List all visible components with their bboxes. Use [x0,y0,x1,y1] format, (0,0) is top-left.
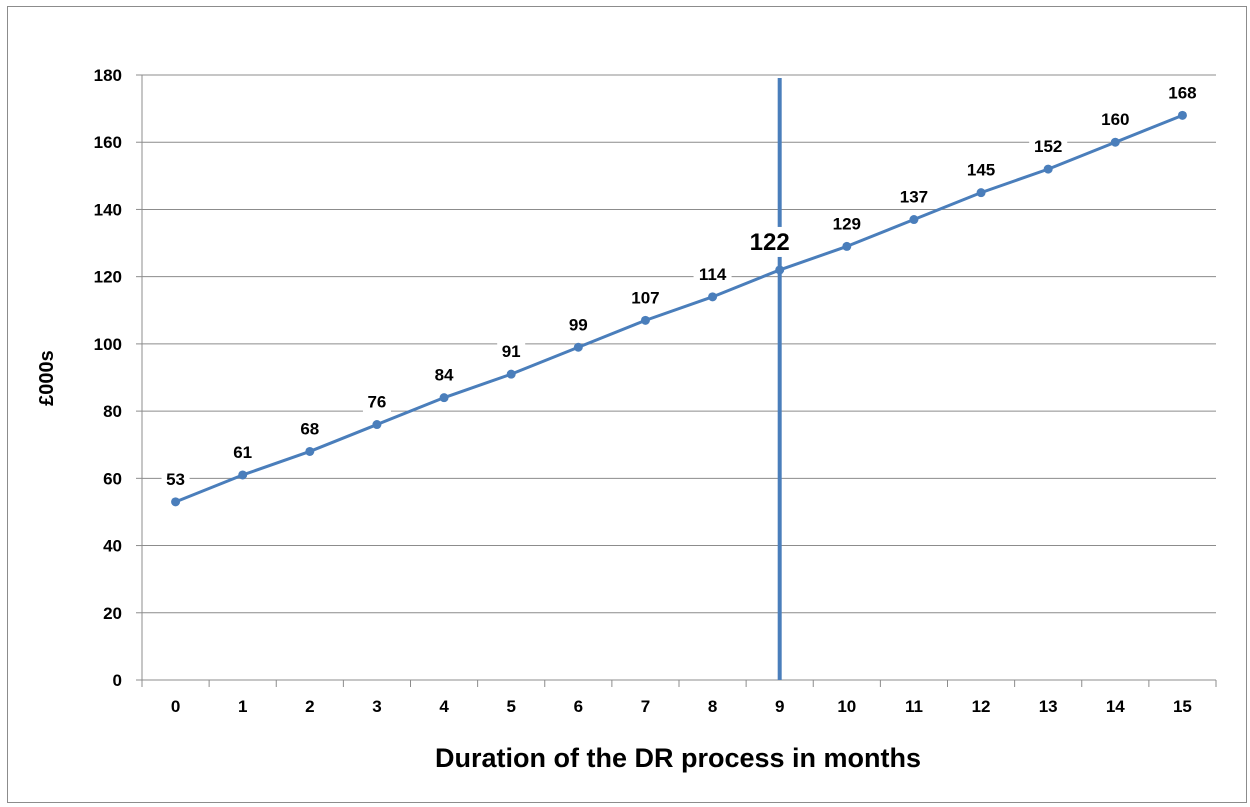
x-tick-label: 0 [171,697,180,716]
x-tick-label: 12 [972,697,991,716]
data-labels-group: 53 61 68 76 84 91 99 107 114 122 129 137 145 152 160 16… [161,81,1202,490]
data-label-background [295,417,324,440]
data-label: 91 [502,342,521,361]
data-label: 145 [967,161,995,180]
x-tick-label: 9 [775,697,784,716]
data-point [372,420,382,430]
data-point [171,497,181,507]
data-label-background [729,226,810,257]
data-point [238,470,248,480]
y-tick-label: 180 [94,66,122,85]
data-label-background [228,440,257,463]
data-label-background [626,286,665,309]
gridlines [142,74,1216,614]
data-point [439,393,449,403]
data-label-background [362,390,391,413]
data-label-background [962,158,1001,181]
data-point [305,446,315,456]
data-label: 107 [631,288,659,307]
x-tick-label: 6 [574,697,583,716]
data-point [573,342,583,352]
x-tick-label: 14 [1106,697,1125,716]
series-group [171,110,1187,507]
x-tick-label: 4 [439,697,449,716]
data-label: 76 [367,393,386,412]
data-point [1043,164,1053,174]
data-label-background [497,340,526,363]
data-point [842,241,852,251]
data-point [775,265,785,275]
data-point [976,188,986,198]
data-label: 99 [569,315,588,334]
data-label: 122 [750,229,790,256]
x-tick-label: 2 [305,697,314,716]
x-tick-label: 13 [1039,697,1058,716]
data-label-background [1096,108,1135,131]
y-tick-label: 160 [94,133,122,152]
data-label-background [1163,81,1202,104]
x-tick-label: 8 [708,697,717,716]
x-tick-label: 10 [837,697,856,716]
x-tick-label: 1 [238,697,247,716]
data-point [909,215,919,225]
data-label: 137 [900,188,928,207]
y-tick-label: 0 [113,671,122,690]
x-tick-label: 3 [372,697,381,716]
data-label: 168 [1168,83,1196,102]
data-label: 160 [1101,110,1129,129]
x-tick-label: 7 [641,697,650,716]
data-label-background [894,185,933,208]
y-tick-label: 60 [103,469,122,488]
y-tick-label: 100 [94,335,122,354]
data-label-background [827,212,866,235]
data-point [506,369,516,379]
data-label: 84 [435,366,454,385]
data-point [640,315,650,325]
x-tick-label: 15 [1173,697,1192,716]
data-label-background [693,262,732,285]
data-label-background [564,313,593,336]
y-axis-title: £000s [36,350,58,406]
y-tick-label: 20 [103,604,122,623]
x-tick-label: 11 [905,697,923,716]
y-tick-label: 80 [103,402,122,421]
data-label-background [430,363,459,386]
data-label: 114 [699,265,727,284]
data-label: 53 [166,470,185,489]
data-label-background [161,467,190,490]
x-tick-label: 5 [506,697,515,716]
data-label: 129 [833,214,861,233]
data-label: 68 [300,419,319,438]
series-line [175,113,1183,504]
data-point [1110,137,1120,147]
data-point [1177,110,1187,120]
data-label: 61 [233,443,252,462]
data-point [708,292,718,302]
data-label: 152 [1034,137,1062,156]
y-tick-label: 40 [103,537,122,556]
x-axis-title: Duration of the DR process in months [435,743,921,773]
y-tick-label: 140 [94,200,122,219]
y-tick-label: 120 [94,268,122,287]
data-label-background [1029,135,1068,158]
